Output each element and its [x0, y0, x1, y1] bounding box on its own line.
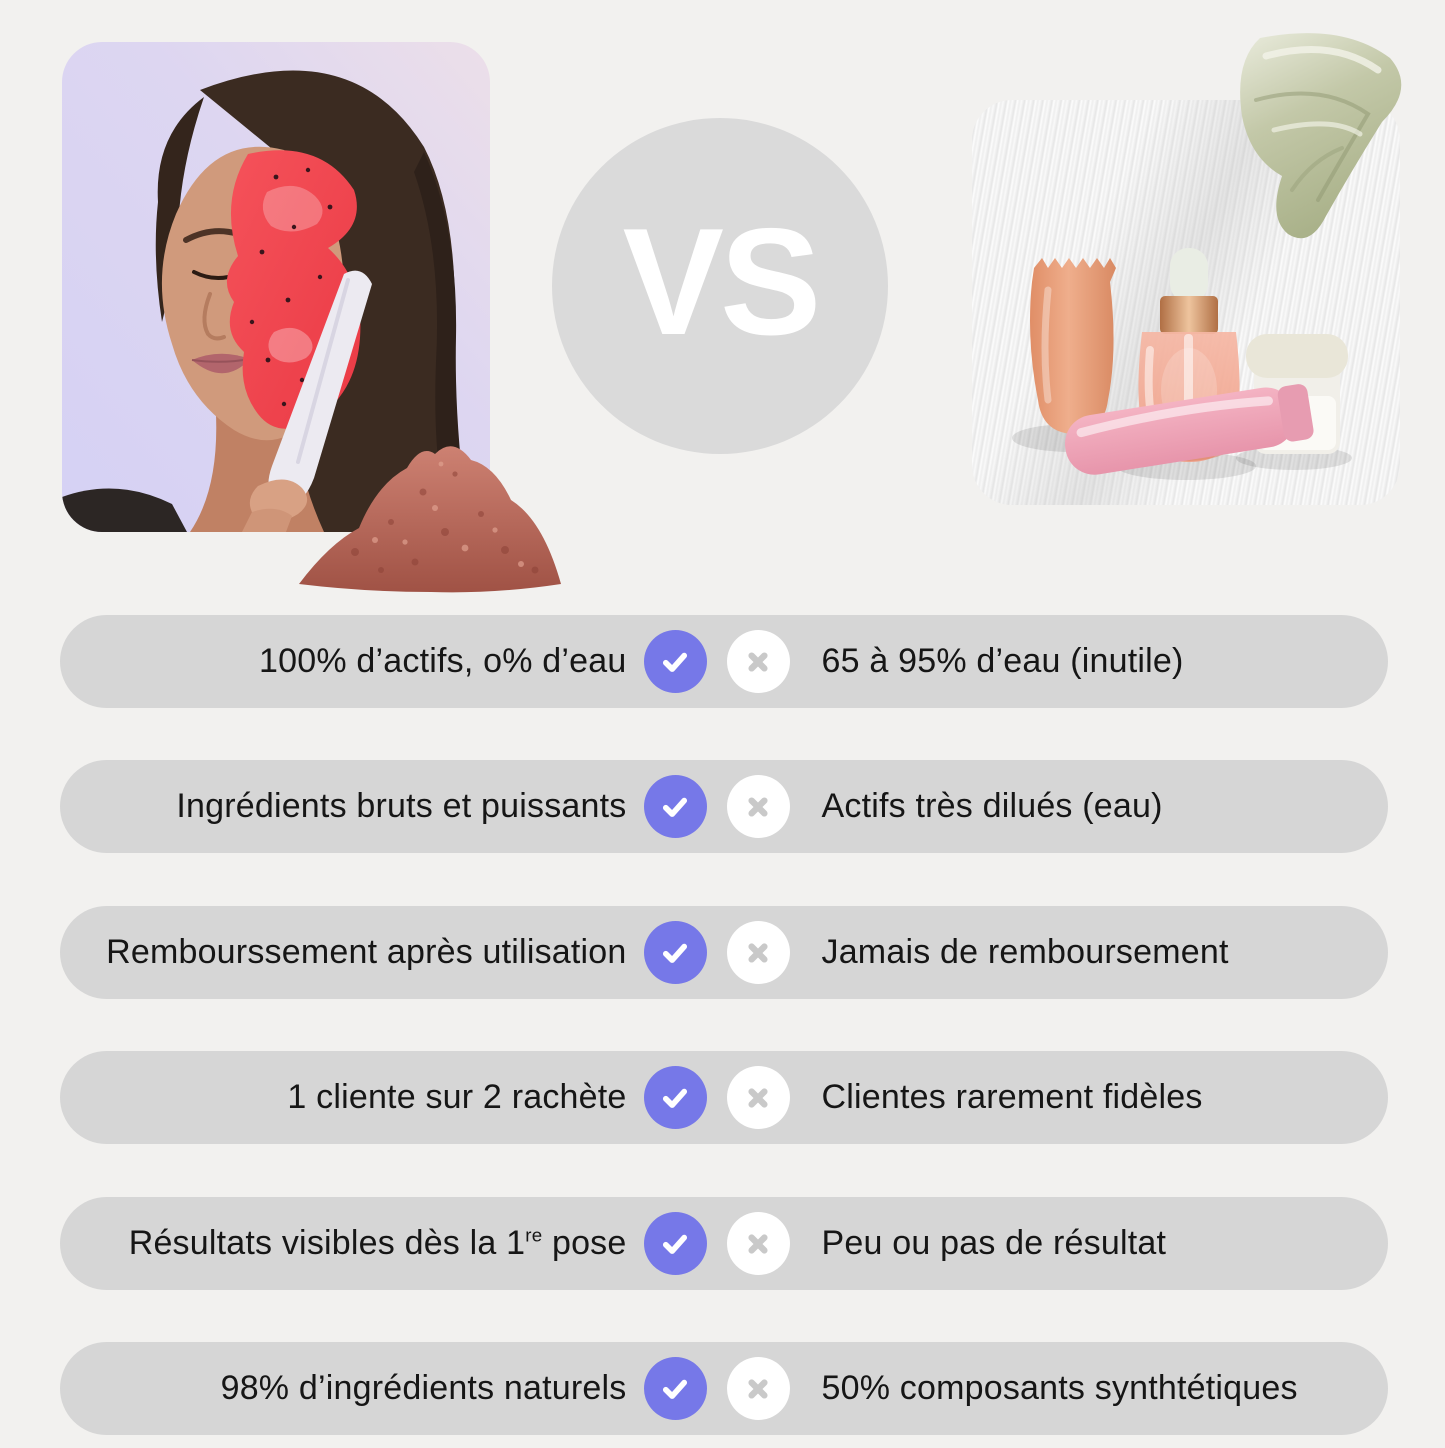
row-left-label: Rembourssement après utilisation	[106, 933, 627, 971]
row-right-label: Actifs très dilués (eau)	[821, 787, 1163, 825]
green-cream-smear	[1222, 30, 1418, 254]
check-icon	[643, 1066, 707, 1129]
check-icon	[643, 921, 707, 984]
photo-woman-red-mask	[62, 42, 490, 532]
row-left-label: 98% d’ingrédients naturels	[220, 1369, 627, 1407]
comparison-row: Résultats visibles dès la 1re pose Peu o…	[60, 1197, 1388, 1290]
cream-smear-illustration	[1240, 33, 1402, 239]
comparison-row: 1 cliente sur 2 rachète Clientes raremen…	[60, 1051, 1388, 1144]
woman-photo-illustration	[62, 42, 490, 532]
row-left-label: 100% d’actifs, o% d’eau	[259, 642, 627, 680]
x-icon	[726, 1357, 790, 1420]
row-right-label: Clientes rarement fidèles	[821, 1078, 1203, 1116]
comparison-row: Rembourssement après utilisation Jamais …	[60, 906, 1388, 999]
row-left-label: Résultats visibles dès la 1re pose	[60, 1224, 644, 1263]
ordinal-superscript: re	[525, 1224, 543, 1246]
vs-badge: VS	[552, 118, 888, 454]
row-left-label: 1 cliente sur 2 rachète	[287, 1078, 627, 1116]
comparison-row: 98% d’ingrédients naturels 50% composant…	[60, 1342, 1388, 1435]
x-icon	[726, 775, 790, 838]
x-icon	[726, 1066, 790, 1129]
comparison-row: 100% d’actifs, o% d’eau 65 à 95% d’eau (…	[60, 615, 1388, 708]
row-left-text: pose	[542, 1224, 627, 1262]
photo-cosmetics	[972, 100, 1400, 505]
row-left-text: Résultats visibles dès la 1	[128, 1224, 526, 1262]
red-powder-pile	[295, 422, 567, 594]
check-icon	[643, 1357, 707, 1420]
row-right-label: 50% composants synthtétiques	[821, 1369, 1298, 1407]
powder-pile-illustration	[299, 446, 561, 593]
row-right-label: 65 à 95% d’eau (inutile)	[821, 642, 1184, 680]
x-icon	[726, 630, 790, 693]
check-icon	[643, 1212, 707, 1275]
check-icon	[643, 630, 707, 693]
x-icon	[726, 921, 790, 984]
row-right-label: Jamais de remboursement	[821, 933, 1229, 971]
cosmetics-illustration	[1012, 248, 1352, 480]
x-icon	[726, 1212, 790, 1275]
comparison-row: Ingrédients bruts et puissants Actifs tr…	[60, 760, 1388, 853]
row-left-label: Ingrédients bruts et puissants	[176, 787, 627, 825]
row-right-label: Peu ou pas de résultat	[821, 1224, 1167, 1262]
vs-label: VS	[622, 197, 822, 367]
check-icon	[643, 775, 707, 838]
